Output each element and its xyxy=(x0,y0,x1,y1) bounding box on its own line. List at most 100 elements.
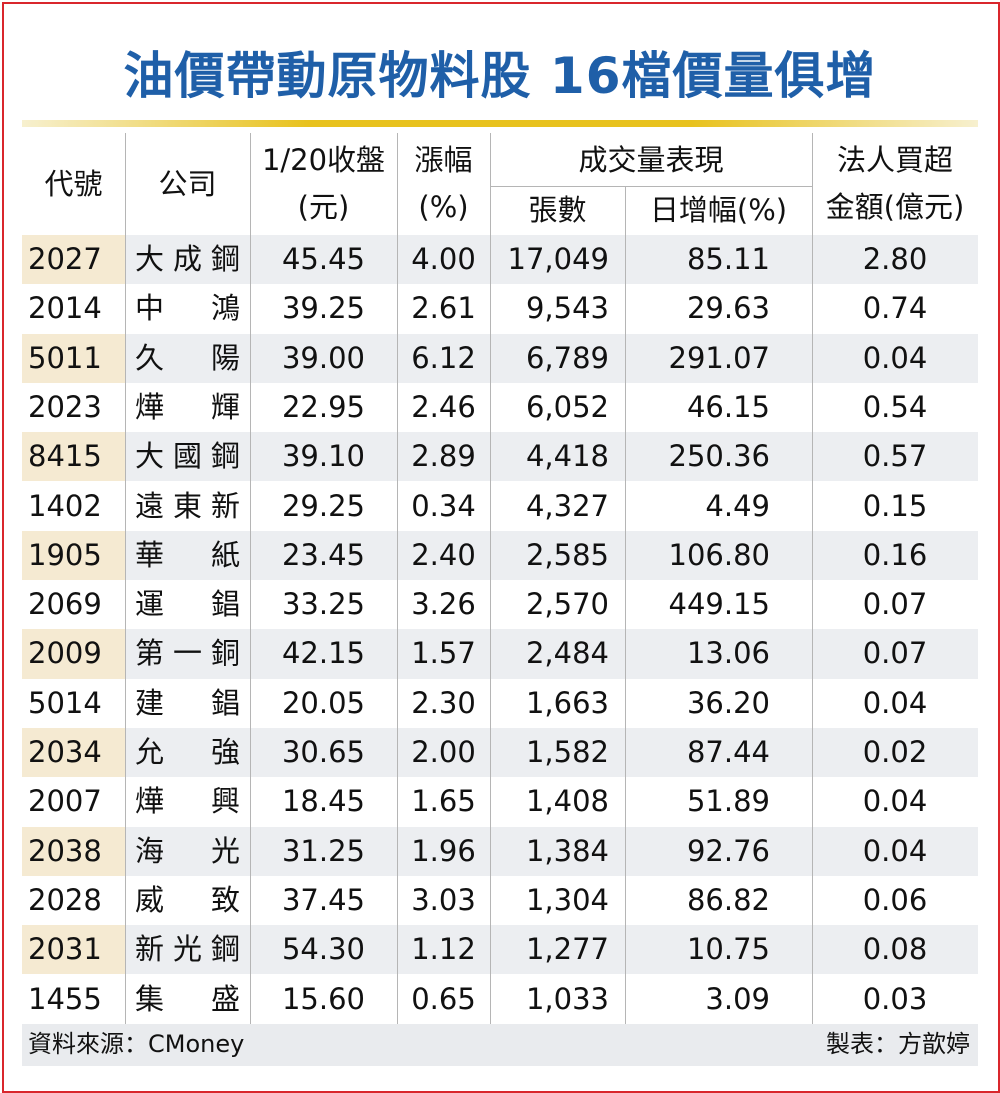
footer-band xyxy=(22,1023,978,1066)
change-pct: 4.00 xyxy=(411,242,476,276)
change-pct: 1.57 xyxy=(411,636,476,671)
change-pct: 2.61 xyxy=(411,291,476,326)
source: 資料來源：CMoney xyxy=(28,1029,245,1058)
stock-code: 5014 xyxy=(28,685,102,720)
daily-increase: 10.75 xyxy=(686,932,770,967)
net-buy: 0.74 xyxy=(862,291,928,326)
company-name: 新光鋼 xyxy=(135,932,240,967)
close-price: 18.45 xyxy=(281,784,366,819)
code-band xyxy=(22,530,125,581)
row-band xyxy=(125,826,978,876)
change-pct: 3.03 xyxy=(411,882,476,917)
stock-code: 2014 xyxy=(28,291,102,326)
header-cell: 漲幅 xyxy=(414,143,473,177)
net-buy: 2.80 xyxy=(862,242,928,276)
volume: 1,663 xyxy=(525,685,609,720)
daily-increase: 4.49 xyxy=(705,488,770,523)
volume: 1,033 xyxy=(525,981,609,1016)
daily-increase: 449.15 xyxy=(668,587,770,622)
volume: 2,570 xyxy=(525,587,609,622)
net-buy: 0.15 xyxy=(862,488,928,523)
net-buy: 0.08 xyxy=(862,932,928,967)
row-band xyxy=(125,530,978,581)
net-buy: 0.04 xyxy=(862,685,928,720)
code-band xyxy=(22,629,125,679)
volume: 4,418 xyxy=(525,439,609,474)
column-line xyxy=(250,133,251,1024)
code-band xyxy=(22,333,125,383)
company-name: 大成鋼 xyxy=(135,242,240,276)
volume: 1,384 xyxy=(525,833,609,868)
stock-code: 1402 xyxy=(28,488,102,523)
daily-increase: 3.09 xyxy=(705,981,770,1016)
close-price: 42.15 xyxy=(281,636,366,671)
daily-increase: 291.07 xyxy=(668,340,770,375)
row-band xyxy=(125,235,978,285)
stock-code: 5011 xyxy=(28,340,102,375)
volume: 1,408 xyxy=(525,784,609,819)
net-buy: 0.57 xyxy=(862,439,928,474)
column-line xyxy=(625,186,626,1024)
company-name: 海光 xyxy=(135,833,240,868)
header-cell: 成交量表現 xyxy=(578,143,724,177)
stock-code: 2027 xyxy=(28,242,102,276)
change-pct: 2.89 xyxy=(411,439,476,474)
company-name: 中鴻 xyxy=(135,291,240,326)
column-line xyxy=(397,133,398,1024)
volume: 1,304 xyxy=(525,882,609,917)
volume: 9,543 xyxy=(525,291,609,326)
code-band xyxy=(22,432,125,482)
column-line xyxy=(490,133,491,1024)
code-band xyxy=(22,826,125,876)
net-buy: 0.04 xyxy=(862,340,928,375)
row-band xyxy=(125,333,978,383)
header-cell: (元) xyxy=(297,190,350,224)
stock-code: 2031 xyxy=(28,932,102,967)
close-price: 33.25 xyxy=(281,587,366,622)
company-name: 燁輝 xyxy=(135,389,240,424)
volume: 1,277 xyxy=(525,932,609,967)
change-pct: 0.65 xyxy=(411,981,476,1016)
close-price: 39.10 xyxy=(281,439,366,474)
code-band xyxy=(22,728,125,778)
volume: 6,789 xyxy=(525,340,609,375)
volume: 2,484 xyxy=(525,636,609,671)
change-pct: 2.30 xyxy=(411,685,476,720)
close-price: 15.60 xyxy=(281,981,366,1016)
net-buy: 0.03 xyxy=(862,981,928,1016)
close-price: 30.65 xyxy=(281,735,366,769)
net-buy: 0.04 xyxy=(862,833,928,868)
column-line xyxy=(125,133,126,1024)
stock-code: 2038 xyxy=(28,833,102,868)
close-price: 39.00 xyxy=(281,340,366,375)
company-name: 允強 xyxy=(135,735,240,769)
close-price: 37.45 xyxy=(281,882,366,917)
change-pct: 1.12 xyxy=(411,932,476,967)
header-cell: (%) xyxy=(418,190,469,224)
net-buy: 0.06 xyxy=(862,882,928,917)
header-cell: 金額(億元) xyxy=(825,190,965,224)
volume: 4,327 xyxy=(525,488,609,523)
header-line xyxy=(490,186,812,187)
close-price: 39.25 xyxy=(281,291,366,326)
stock-code: 2028 xyxy=(28,882,102,917)
row-band xyxy=(125,925,978,975)
change-pct: 1.96 xyxy=(411,833,476,868)
row-band xyxy=(125,432,978,482)
volume: 2,585 xyxy=(525,537,609,572)
net-buy: 0.07 xyxy=(862,587,928,622)
daily-increase: 106.80 xyxy=(668,537,770,572)
header-cell: 法人買超 xyxy=(836,143,953,177)
stock-code: 1455 xyxy=(28,981,102,1016)
company-name: 大國鋼 xyxy=(135,439,240,474)
daily-increase: 46.15 xyxy=(686,389,770,424)
change-pct: 0.34 xyxy=(411,488,476,523)
change-pct: 1.65 xyxy=(411,784,476,819)
volume: 6,052 xyxy=(525,389,609,424)
close-price: 23.45 xyxy=(281,537,366,572)
daily-increase: 29.63 xyxy=(686,291,770,326)
column-line xyxy=(812,133,813,1024)
header-cell: 代號 xyxy=(44,167,103,201)
change-pct: 2.46 xyxy=(411,389,476,424)
